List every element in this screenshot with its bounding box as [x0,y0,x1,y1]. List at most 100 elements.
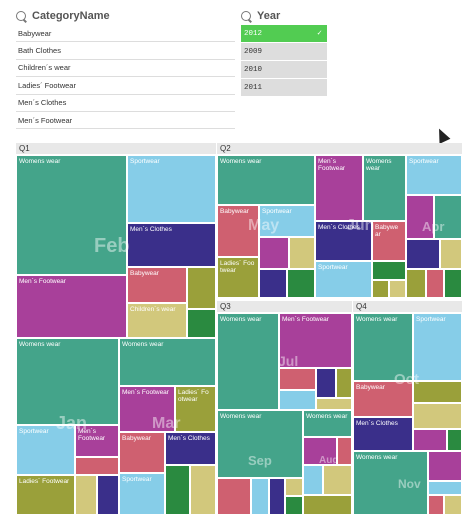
treemap-cell[interactable]: Children´s wear [127,303,187,338]
treemap-cell[interactable]: Womens wear [217,155,315,205]
treemap-cell[interactable] [303,495,352,515]
treemap-cell[interactable]: Womens wear [353,451,428,515]
treemap-cell[interactable]: Men´s Footwear [16,275,127,338]
treemap-cell[interactable] [428,481,462,495]
year-item[interactable]: 2011 [241,79,327,96]
year-filter-title: Year [257,10,281,22]
year-filter-header[interactable]: Year [241,10,280,22]
treemap-cell[interactable]: Sportwear [413,313,462,381]
treemap-cell[interactable] [434,195,462,239]
treemap-cell[interactable] [217,478,251,515]
treemap-cell[interactable]: Womens wear [217,410,303,478]
treemap-cell[interactable]: Men´s Footwear [75,425,119,457]
cell-label: Womens wear [220,413,262,420]
treemap-cell[interactable]: Men´s Clothes [353,417,413,451]
treemap-cell[interactable] [187,267,216,309]
treemap-cell[interactable] [287,269,315,298]
category-item[interactable]: Babywear [16,25,235,43]
treemap-cell[interactable] [413,381,462,403]
treemap-cell[interactable]: Men´s Footwear [279,313,352,368]
cell-label: Men´s Footwear [282,316,329,323]
treemap-cell[interactable] [406,195,434,239]
treemap-cell[interactable]: Womens wear [217,313,279,410]
treemap-cell[interactable] [316,368,336,398]
treemap-cell[interactable] [316,398,352,410]
quarter-header-q2[interactable]: Q2 [217,143,462,154]
treemap-cell[interactable] [285,496,303,515]
treemap-cell[interactable] [323,465,352,495]
treemap-cell[interactable] [303,465,323,495]
treemap-cell[interactable]: Womens wear [353,313,413,381]
treemap-cell[interactable]: Babywe ar [372,221,406,261]
treemap-cell[interactable]: Sportwear [315,261,372,298]
treemap-cell[interactable] [413,429,447,451]
category-item[interactable]: Bath Clothes [16,42,235,60]
treemap-cell[interactable]: Womens wear [119,338,216,386]
treemap-cell[interactable] [75,457,119,475]
category-filter-header[interactable]: CategoryName [16,10,110,22]
treemap-cell[interactable] [285,478,303,496]
treemap-cell[interactable] [389,280,406,298]
category-item[interactable]: Men´s Footwear [16,112,235,130]
treemap-cell[interactable] [259,269,287,298]
year-item[interactable]: 2010 [241,61,327,78]
treemap-cell[interactable] [303,437,337,465]
search-icon[interactable] [16,11,26,21]
treemap-cell[interactable]: Babywear [217,205,259,257]
treemap-cell[interactable] [190,465,216,515]
treemap-cell[interactable] [372,280,389,298]
year-item-selected[interactable]: 2012 ✓ [241,25,327,42]
treemap-cell[interactable] [259,237,289,269]
treemap-cell[interactable] [372,261,406,280]
treemap-cell[interactable] [279,390,316,410]
treemap-cell[interactable] [426,269,444,298]
treemap-cell[interactable]: Ladies´ Fo otwear [175,386,216,432]
treemap-cell[interactable] [279,368,316,390]
treemap-cell[interactable]: Men´s Clothes [315,221,372,261]
treemap-cell[interactable] [337,437,352,465]
treemap-cell[interactable]: Ladies´ Footwear [16,475,75,515]
treemap-cell[interactable]: Womens wear [363,155,406,221]
treemap-cell[interactable] [75,475,97,515]
quarter-header-q1[interactable]: Q1 [16,143,216,154]
treemap-cell[interactable]: Ladies´ Foo twear [217,257,259,298]
treemap-cell[interactable] [336,368,352,398]
category-item[interactable]: Children´s wear [16,60,235,78]
category-item[interactable]: Men´s Clothes [16,95,235,112]
treemap-cell[interactable] [444,495,462,515]
treemap-cell[interactable]: Sportwear [127,155,216,223]
treemap-cell[interactable]: Womens wear [16,155,127,275]
treemap-cell[interactable] [187,309,216,338]
year-item[interactable]: 2009 [241,43,327,60]
treemap-cell[interactable]: Babywear [127,267,187,303]
treemap-cell[interactable]: Men´s Clothes [127,223,216,267]
treemap-cell[interactable] [165,465,190,515]
treemap-cell[interactable]: Sportwear [259,205,315,237]
treemap-cell[interactable] [428,451,462,481]
treemap-cell[interactable]: Sportwear [119,473,165,515]
treemap-cell[interactable]: Womens wear [303,410,352,437]
treemap-cell[interactable]: Men´s Footwear [119,386,175,432]
quarter-header-q3[interactable]: Q3 [217,301,352,312]
treemap-cell[interactable] [97,475,119,515]
treemap-cell[interactable]: Sportwear [16,425,75,475]
treemap-cell[interactable]: Womens wear [16,338,119,425]
treemap-cell[interactable] [406,269,426,298]
treemap-cell[interactable]: Babywear [353,381,413,417]
treemap-cell[interactable] [269,478,285,515]
treemap-cell[interactable] [413,403,462,429]
treemap-cell[interactable]: Men´s Clothes [165,432,216,465]
treemap-cell[interactable] [289,237,315,269]
treemap-cell[interactable]: Sportwear [406,155,462,195]
treemap-cell[interactable]: Men´s Footwear [315,155,363,221]
treemap-cell[interactable] [444,269,462,298]
treemap-cell[interactable] [440,239,462,269]
treemap-cell[interactable] [447,429,462,451]
search-icon[interactable] [241,11,251,21]
treemap-cell[interactable]: Babywear [119,432,165,473]
treemap-cell[interactable] [406,239,440,269]
category-item[interactable]: Ladies´ Footwear [16,77,235,95]
treemap-cell[interactable] [251,478,269,515]
quarter-header-q4[interactable]: Q4 [353,301,462,312]
treemap-cell[interactable] [428,495,444,515]
